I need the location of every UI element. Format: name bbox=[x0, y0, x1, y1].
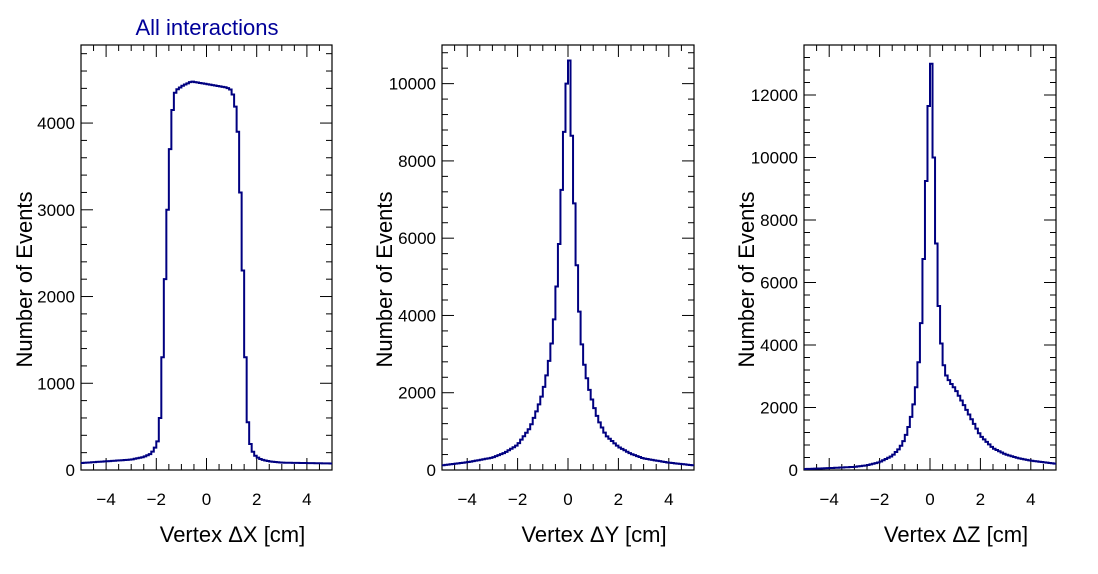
y-tick-label: 6000 bbox=[760, 274, 798, 293]
y-tick-label: 2000 bbox=[760, 399, 798, 418]
y-tick-label: 6000 bbox=[398, 229, 436, 248]
x-tick-label: −2 bbox=[508, 490, 527, 509]
histogram-series bbox=[442, 59, 694, 467]
x-tick-label: 0 bbox=[202, 490, 211, 509]
x-axis-label: Vertex ΔZ [cm] bbox=[884, 522, 1028, 547]
x-tick-label: −4 bbox=[458, 490, 477, 509]
plot-frame bbox=[803, 44, 1057, 471]
y-tick-label: 8000 bbox=[398, 152, 436, 171]
y-tick-label: 2000 bbox=[37, 288, 75, 307]
y-axis-label: Number of Events bbox=[734, 191, 759, 367]
y-axis-label: Number of Events bbox=[372, 191, 397, 367]
y-tick-label: 4000 bbox=[37, 114, 75, 133]
y-axis-label: Number of Events bbox=[12, 191, 37, 367]
x-tick-label: 4 bbox=[1026, 490, 1035, 509]
y-tick-label: 2000 bbox=[398, 384, 436, 403]
x-tick-label: 4 bbox=[302, 490, 311, 509]
y-tick-label: 0 bbox=[427, 461, 436, 480]
chart-panel-3: −4 −2 0 2 4 0 2000 4000 6000 8000 10000 12000 Vertex… bbox=[734, 44, 1057, 547]
x-tick-label: 2 bbox=[614, 490, 623, 509]
histogram-series bbox=[81, 80, 332, 465]
histogram-series bbox=[804, 62, 1056, 471]
y-tick-label: 12000 bbox=[751, 86, 798, 105]
x-tick-label: −4 bbox=[820, 490, 839, 509]
x-tick-label: 0 bbox=[563, 490, 572, 509]
y-tick-label: 1000 bbox=[37, 374, 75, 393]
x-axis-label: Vertex ΔX [cm] bbox=[160, 522, 306, 547]
y-tick-label: 4000 bbox=[398, 306, 436, 325]
y-tick-label: 3000 bbox=[37, 201, 75, 220]
x-tick-label: 4 bbox=[664, 490, 673, 509]
x-tick-label: −4 bbox=[96, 490, 115, 509]
figure-title: All interactions bbox=[135, 15, 278, 40]
plot-frame bbox=[441, 44, 695, 471]
chart-panel-1: −4 −2 0 2 4 0 1000 2000 3000 4000 Vertex ΔX [cm] Nu… bbox=[12, 44, 333, 547]
x-axis-label: Vertex ΔY [cm] bbox=[521, 522, 666, 547]
chart-panel-2: −4 −2 0 2 4 0 2000 4000 6000 8000 10000 Vertex ΔY [… bbox=[372, 44, 695, 547]
y-tick-label: 10000 bbox=[751, 149, 798, 168]
x-tick-label: 0 bbox=[925, 490, 934, 509]
x-tick-label: 2 bbox=[252, 490, 261, 509]
x-tick-label: 2 bbox=[976, 490, 985, 509]
y-tick-label: 0 bbox=[66, 461, 75, 480]
y-tick-label: 8000 bbox=[760, 211, 798, 230]
plot-frame bbox=[80, 44, 333, 471]
x-tick-label: −2 bbox=[147, 490, 166, 509]
x-tick-label: −2 bbox=[870, 490, 889, 509]
y-tick-label: 4000 bbox=[760, 336, 798, 355]
y-tick-label: 10000 bbox=[389, 75, 436, 94]
y-tick-label: 0 bbox=[789, 461, 798, 480]
